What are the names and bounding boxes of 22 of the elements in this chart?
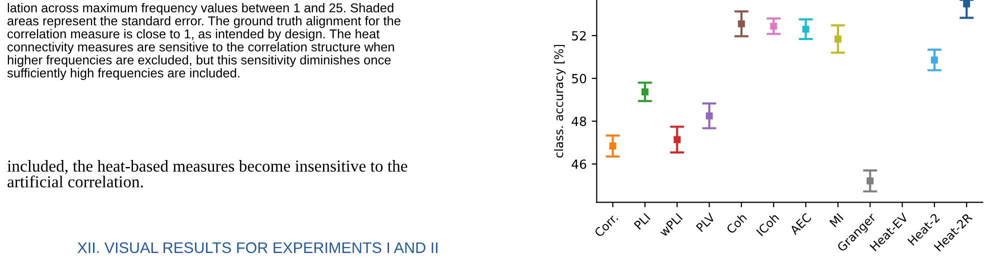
text: lation across maximum frequency values between 1 and 25. Shaded areas represent the standard error. The ground truth alignment for the correlation measure is close to 1, as intended by design. The heat connectivity measures are sensitive to the correlation structure when higher frequencies are excluded, but this sensitivity diminishes once sufficiently high frequencies are included. bbox=[7, 3, 400, 80]
point bbox=[609, 142, 616, 150]
point bbox=[802, 26, 810, 33]
point bbox=[834, 36, 842, 42]
x-tick-label: PLI bbox=[634, 213, 650, 230]
x-tick-label: PLV bbox=[696, 212, 716, 232]
y-tick-label: 48 bbox=[572, 116, 586, 126]
point bbox=[706, 112, 713, 120]
text: included, the heat-based measures become insensitive to the artificial correlation. bbox=[7, 160, 408, 188]
point bbox=[963, 0, 970, 8]
point bbox=[738, 20, 745, 28]
point bbox=[930, 56, 938, 64]
text: XII. VISUAL RESULTS FOR EXPERIMENTS I AND II bbox=[78, 242, 438, 254]
y-tick-label: 52 bbox=[572, 31, 586, 41]
point bbox=[866, 177, 874, 184]
point bbox=[770, 22, 778, 30]
y-tick-label: 50 bbox=[572, 74, 586, 84]
y-axis-title: class. accuracy [%] bbox=[554, 44, 566, 158]
point bbox=[641, 88, 648, 96]
y-tick-label: 46 bbox=[572, 159, 586, 169]
point bbox=[674, 136, 681, 144]
x-tick-label: Coh bbox=[726, 212, 748, 234]
